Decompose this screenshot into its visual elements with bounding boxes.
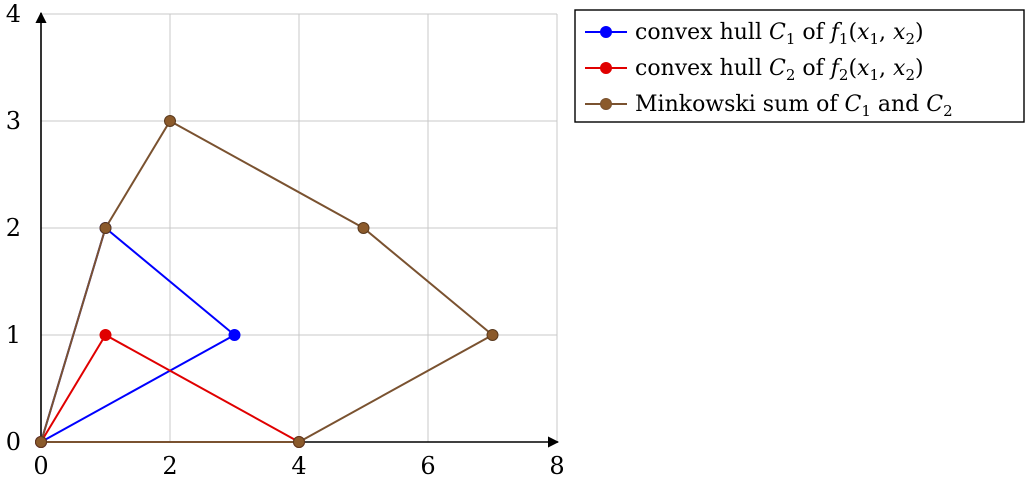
y-tick-label: 3 — [6, 107, 21, 135]
y-tick-label: 0 — [6, 428, 21, 456]
legend-label: convex hull C2​ of f2​(x1​, x2​) — [635, 56, 924, 84]
series-line — [40, 120, 494, 443]
y-tick-label: 1 — [6, 321, 21, 349]
data-point — [228, 329, 241, 341]
legend-entry: convex hull C2​ of f2​(x1​, x2​) — [585, 56, 924, 84]
legend-entry: Minkowski sum of C1​ and C2​ — [585, 92, 953, 120]
x-tick-label: 4 — [291, 452, 306, 480]
x-tick-label: 2 — [162, 452, 177, 480]
legend-box — [574, 9, 1025, 123]
data-point — [486, 329, 499, 341]
legend: convex hull C1​ of f1​(x1​, x2​) convex h… — [574, 9, 1025, 123]
x-tick-label: 0 — [33, 452, 48, 480]
tick-labels: 0 2 4 6 8 0 1 2 3 4 — [6, 0, 565, 480]
data-point — [293, 436, 305, 448]
data-point — [164, 115, 176, 127]
data-point — [357, 222, 370, 234]
x-tick-label: 6 — [420, 452, 435, 480]
y-tick-label: 4 — [6, 0, 21, 28]
data-point — [35, 436, 47, 448]
legend-label: convex hull C1​ of f1​(x1​, x2​) — [635, 20, 924, 48]
legend-label: Minkowski sum of C1​ and C2​ — [635, 92, 953, 120]
data-point — [99, 222, 112, 234]
plot-series — [35, 115, 499, 448]
grid — [41, 13, 558, 442]
y-tick-label: 2 — [6, 214, 21, 242]
legend-marker — [600, 62, 612, 74]
data-point — [99, 329, 112, 341]
x-tick-label: 8 — [549, 452, 564, 480]
legend-entry: convex hull C1​ of f1​(x1​, x2​) — [585, 20, 924, 48]
legend-marker — [600, 98, 612, 110]
series-3 — [35, 115, 499, 448]
legend-marker — [600, 26, 612, 38]
